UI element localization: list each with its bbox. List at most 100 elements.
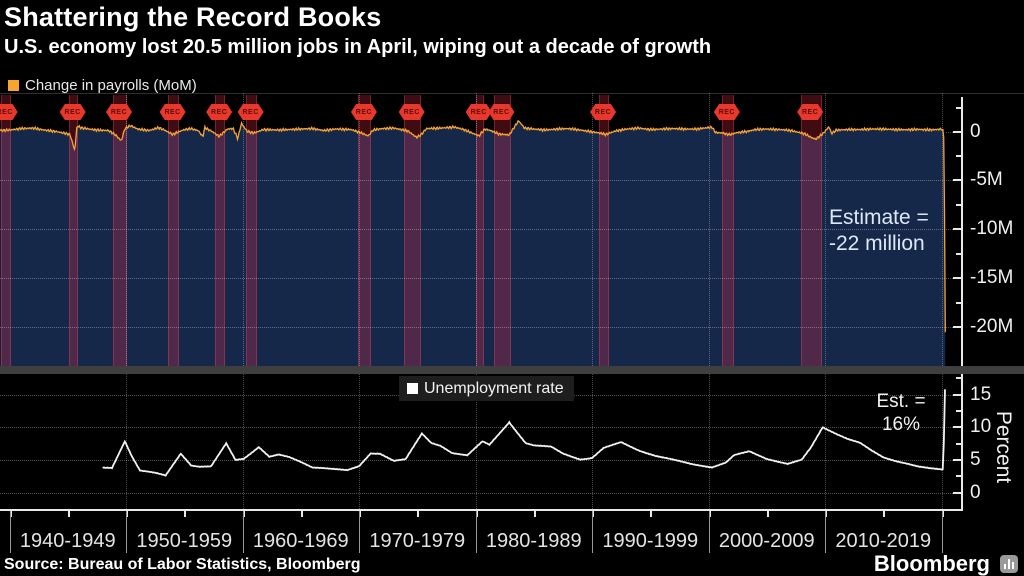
payrolls-y-axis xyxy=(961,97,963,366)
payrolls-y-minor-tick xyxy=(956,252,961,255)
page-title: Shattering the Record Books xyxy=(4,2,382,32)
recession-flag-label: REC xyxy=(64,108,81,116)
recession-band xyxy=(800,95,822,366)
decade-gridline-top xyxy=(825,93,826,366)
x-axis-decade-label: 1990-1999 xyxy=(602,530,699,552)
decade-gridline-bottom xyxy=(941,374,943,509)
x-axis-tick xyxy=(650,511,653,517)
unemployment-y-tick-label: 10 xyxy=(970,416,992,438)
unemployment-y-tick xyxy=(953,458,961,461)
x-axis-decade-separator xyxy=(359,511,360,553)
unemployment-y-minor-tick xyxy=(956,377,961,380)
bloomberg-logo-text: Bloomberg xyxy=(873,551,990,576)
recession-band xyxy=(68,95,79,366)
x-axis-decade-separator xyxy=(475,511,477,553)
x-axis-tick xyxy=(126,511,128,517)
x-axis-decade-separator xyxy=(708,511,710,553)
x-axis-tick xyxy=(592,511,594,517)
payrolls-y-tick xyxy=(953,326,961,329)
decade-gridline-top xyxy=(941,93,943,366)
x-axis-decade-label: 1940-1949 xyxy=(19,530,116,552)
unemployment-y-tick xyxy=(953,393,961,396)
legend-unemployment: Unemployment rate xyxy=(399,376,574,401)
x-axis-decade-label: 2000-2009 xyxy=(718,530,815,552)
decade-gridline-bottom xyxy=(592,374,593,509)
legend-unemployment-label: Unemployment rate xyxy=(424,379,564,397)
unemployment-y-minor-tick xyxy=(956,442,961,445)
decade-gridline-top xyxy=(126,93,127,366)
x-axis-decade-label: 1970-1979 xyxy=(369,530,466,552)
x-axis-decade-separator xyxy=(9,511,11,553)
decade-gridline-bottom xyxy=(359,374,360,509)
decade-gridline-top xyxy=(475,93,477,366)
recession-flag-icon: REC xyxy=(0,104,18,120)
recession-flag-label: REC xyxy=(403,108,420,116)
recession-band xyxy=(0,95,11,366)
recession-band xyxy=(404,95,421,366)
recession-flag-icon: REC xyxy=(465,104,492,120)
recession-flag-label: REC xyxy=(355,108,373,116)
x-axis-decade-separator xyxy=(825,511,826,553)
unemployment-y-axis xyxy=(961,374,963,511)
payrolls-estimate-annotation: Estimate = -22 million xyxy=(829,206,929,255)
recession-flag-icon: REC xyxy=(713,104,740,120)
x-axis-decade-label: 2010-2019 xyxy=(835,530,932,552)
x-axis-tick xyxy=(941,511,944,517)
recession-flag-label: REC xyxy=(164,108,181,116)
x-axis-tick xyxy=(184,511,187,517)
x-axis-decade-label: 1950-1959 xyxy=(136,530,233,552)
unemployment-gridline xyxy=(0,492,961,494)
payrolls-gridline xyxy=(0,278,961,280)
unemployment-y-tick-label: 15 xyxy=(970,383,992,405)
legend-payrolls: Change in payrolls (MoM) xyxy=(8,77,197,94)
unemployment-y-minor-tick xyxy=(956,409,961,412)
x-axis xyxy=(0,509,963,511)
recession-flag-icon: REC xyxy=(797,104,824,120)
x-axis-tick xyxy=(242,511,245,517)
recession-band xyxy=(598,95,610,366)
x-axis-tick xyxy=(708,511,711,517)
payrolls-y-tick-label: -10M xyxy=(970,218,1014,240)
recession-band xyxy=(167,95,180,366)
payrolls-y-minor-tick xyxy=(956,155,961,157)
recession-band xyxy=(215,95,226,366)
recession-flag-label: REC xyxy=(242,108,259,116)
recession-band xyxy=(113,95,127,366)
payrolls-y-minor-tick xyxy=(956,203,961,206)
unemployment-axis-label: Percent xyxy=(992,410,1015,484)
recession-flag-label: REC xyxy=(110,108,128,116)
recession-flag-label: REC xyxy=(802,108,819,116)
recession-band xyxy=(493,95,512,366)
x-axis-tick xyxy=(300,511,303,517)
bloomberg-logo-icon xyxy=(1000,555,1018,573)
recession-flag-label: REC xyxy=(470,108,487,116)
panel-divider xyxy=(0,366,1024,374)
x-axis-decade-separator xyxy=(126,511,127,553)
recession-flag-icon: REC xyxy=(159,104,186,120)
decade-gridline-top xyxy=(359,93,360,366)
payrolls-gridline xyxy=(0,327,961,329)
legend-payrolls-label: Change in payrolls (MoM) xyxy=(25,77,197,94)
unemployment-y-tick xyxy=(953,426,961,429)
x-axis-tick xyxy=(825,511,827,517)
recession-band xyxy=(245,95,258,366)
decade-gridline-bottom xyxy=(708,374,710,509)
recession-flag-label: REC xyxy=(493,108,510,116)
decade-gridline-bottom xyxy=(242,374,244,509)
top-panel-border xyxy=(0,93,1024,94)
payrolls-y-tick xyxy=(953,277,961,280)
decade-gridline-bottom xyxy=(126,374,127,509)
x-axis-decade-separator xyxy=(941,511,943,553)
x-axis-tick xyxy=(359,511,361,517)
recession-flag-label: REC xyxy=(0,108,13,116)
payrolls-y-tick xyxy=(953,179,961,182)
recession-flag-icon: REC xyxy=(237,104,264,120)
x-axis-decade-separator xyxy=(592,511,593,553)
recession-band xyxy=(358,95,372,366)
x-axis-tick xyxy=(766,511,769,517)
recession-flag-icon: REC xyxy=(206,104,233,120)
